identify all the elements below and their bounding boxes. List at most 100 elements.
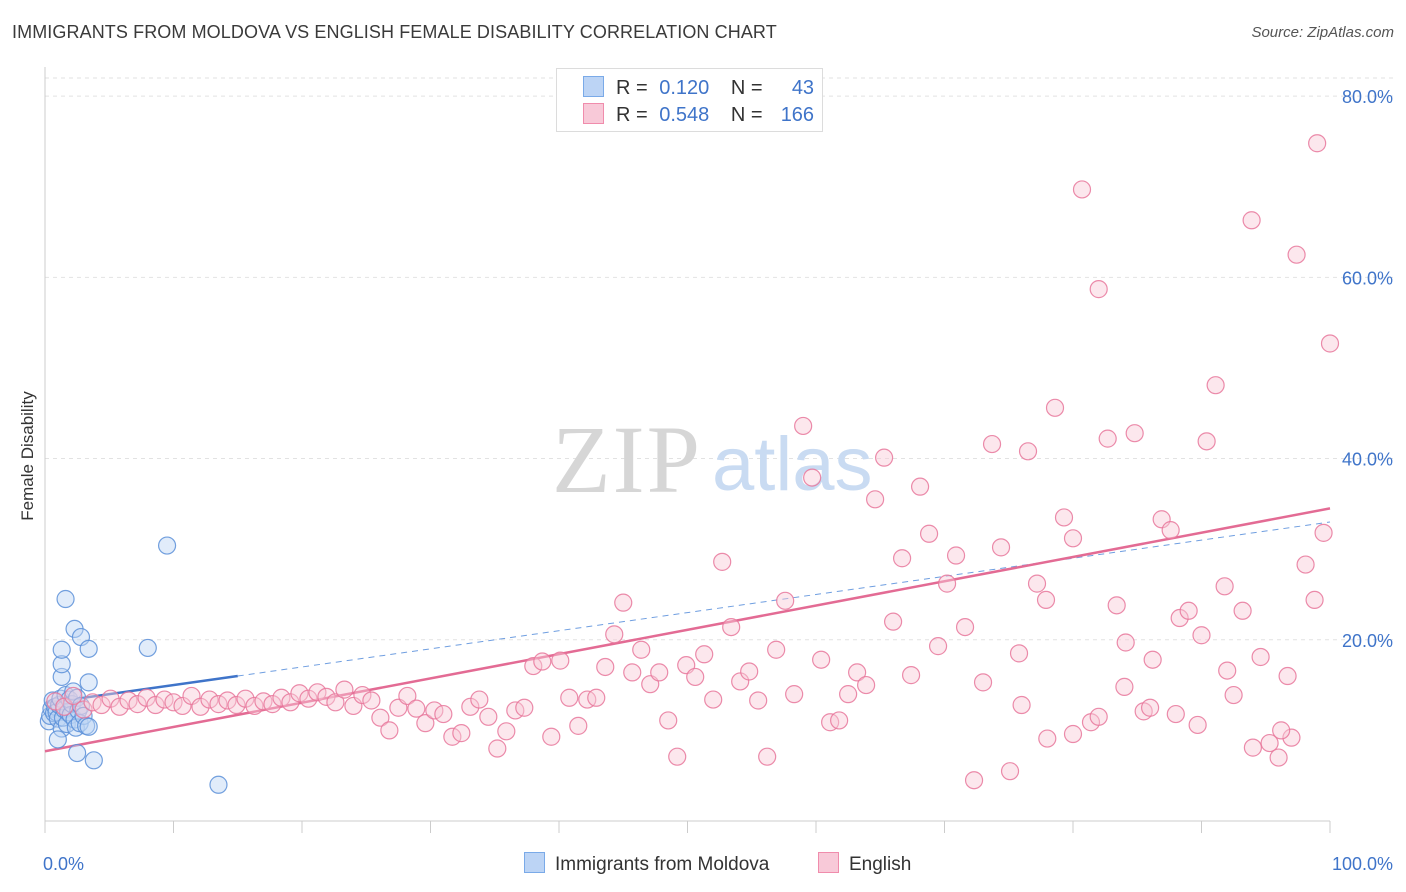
- point-english: [119, 691, 138, 710]
- point-english: [901, 666, 921, 685]
- point-english: [1161, 521, 1180, 540]
- point-english: [569, 716, 588, 735]
- legend-r-label: R =: [616, 77, 648, 99]
- point-english: [470, 690, 489, 709]
- point-english: [425, 701, 444, 720]
- point-english: [794, 416, 813, 436]
- point-english: [326, 693, 345, 712]
- point-english: [1296, 555, 1315, 574]
- point-english: [515, 698, 534, 717]
- watermark-zip: ZIP: [552, 406, 702, 513]
- point-english: [1009, 644, 1029, 663]
- legend-swatch-moldova: [583, 76, 604, 97]
- point-english: [245, 696, 264, 716]
- point-english: [362, 691, 381, 710]
- point-english: [659, 711, 678, 730]
- point-english: [821, 713, 840, 732]
- legend-swatch-english: [818, 852, 839, 873]
- point-english: [1036, 590, 1056, 610]
- point-english: [128, 695, 147, 714]
- point-english: [209, 695, 228, 714]
- legend-label-english: English: [849, 854, 912, 875]
- point-english: [497, 722, 516, 741]
- point-english: [1197, 432, 1216, 451]
- point-english: [1272, 721, 1291, 740]
- legend-item-english[interactable]: English: [818, 852, 911, 876]
- point-english: [146, 695, 165, 715]
- point-moldova: [68, 743, 87, 763]
- point-english: [812, 650, 831, 669]
- point-english: [875, 448, 894, 467]
- point-english: [1107, 596, 1126, 615]
- point-english: [1188, 715, 1207, 735]
- point-english: [695, 645, 714, 664]
- point-english: [605, 625, 624, 644]
- source-label: Source: ZipAtlas.com: [1251, 24, 1394, 41]
- point-english: [1320, 334, 1340, 353]
- y-tick-label: 60.0%: [1342, 268, 1393, 288]
- point-english: [776, 591, 795, 610]
- stats-legend: R = 0.120 N = 43 R = 0.548 N = 166: [556, 68, 823, 132]
- point-english: [632, 640, 651, 659]
- point-english: [560, 688, 579, 707]
- legend-item-moldova[interactable]: Immigrants from Moldova: [524, 852, 769, 876]
- point-english: [1098, 429, 1117, 448]
- legend-n-label: N =: [730, 104, 763, 126]
- point-english: [263, 695, 282, 714]
- point-english: [883, 612, 903, 631]
- point-english: [1115, 677, 1134, 696]
- point-english: [1243, 738, 1263, 757]
- x-tick-label: 0.0%: [43, 854, 84, 874]
- point-english: [1038, 729, 1057, 748]
- point-english: [758, 747, 777, 766]
- point-moldova: [56, 589, 75, 609]
- point-english: [1224, 685, 1243, 705]
- point-english: [866, 490, 885, 509]
- point-english: [353, 685, 372, 705]
- point-english: [1308, 134, 1327, 153]
- point-english: [919, 524, 939, 543]
- point-english: [857, 675, 876, 695]
- point-english: [533, 652, 552, 671]
- point-english: [164, 693, 183, 712]
- point-moldova: [84, 751, 103, 770]
- point-english: [272, 688, 291, 707]
- point-english: [1192, 626, 1211, 645]
- point-english: [551, 651, 570, 670]
- point-english: [964, 771, 984, 790]
- point-english: [614, 593, 633, 612]
- point-english: [92, 695, 111, 715]
- point-english: [830, 711, 849, 730]
- point-english: [1116, 633, 1135, 652]
- tick-labels: 20.0% 40.0% 60.0% 80.0% 0.0% 100.0%: [43, 87, 1393, 874]
- point-english: [1260, 733, 1279, 753]
- point-english: [803, 468, 822, 487]
- watermark: ZIP atlas: [552, 406, 873, 513]
- point-english: [173, 696, 192, 716]
- point-english: [991, 538, 1011, 557]
- point-moldova: [209, 775, 228, 794]
- point-english: [749, 691, 768, 710]
- point-english: [1089, 707, 1108, 726]
- legend-r-label: R =: [616, 104, 648, 126]
- point-english: [704, 690, 723, 709]
- point-english: [1018, 442, 1038, 461]
- point-english: [686, 667, 705, 687]
- legend-n-value: 166: [780, 104, 815, 126]
- point-english: [1125, 424, 1144, 443]
- point-moldova: [52, 667, 71, 687]
- point-english: [1063, 724, 1083, 744]
- watermark-atlas: atlas: [712, 422, 873, 507]
- point-english: [1012, 695, 1031, 715]
- point-moldova: [79, 673, 98, 692]
- point-moldova: [138, 638, 157, 658]
- point-english: [928, 637, 948, 656]
- point-english: [110, 697, 129, 716]
- legend-swatch-english: [583, 103, 604, 124]
- x-tick-label: 100.0%: [1332, 854, 1393, 874]
- point-english: [1206, 376, 1225, 395]
- point-english: [479, 707, 498, 726]
- point-english: [1282, 728, 1301, 747]
- legend-r-value: 0.548: [659, 104, 710, 126]
